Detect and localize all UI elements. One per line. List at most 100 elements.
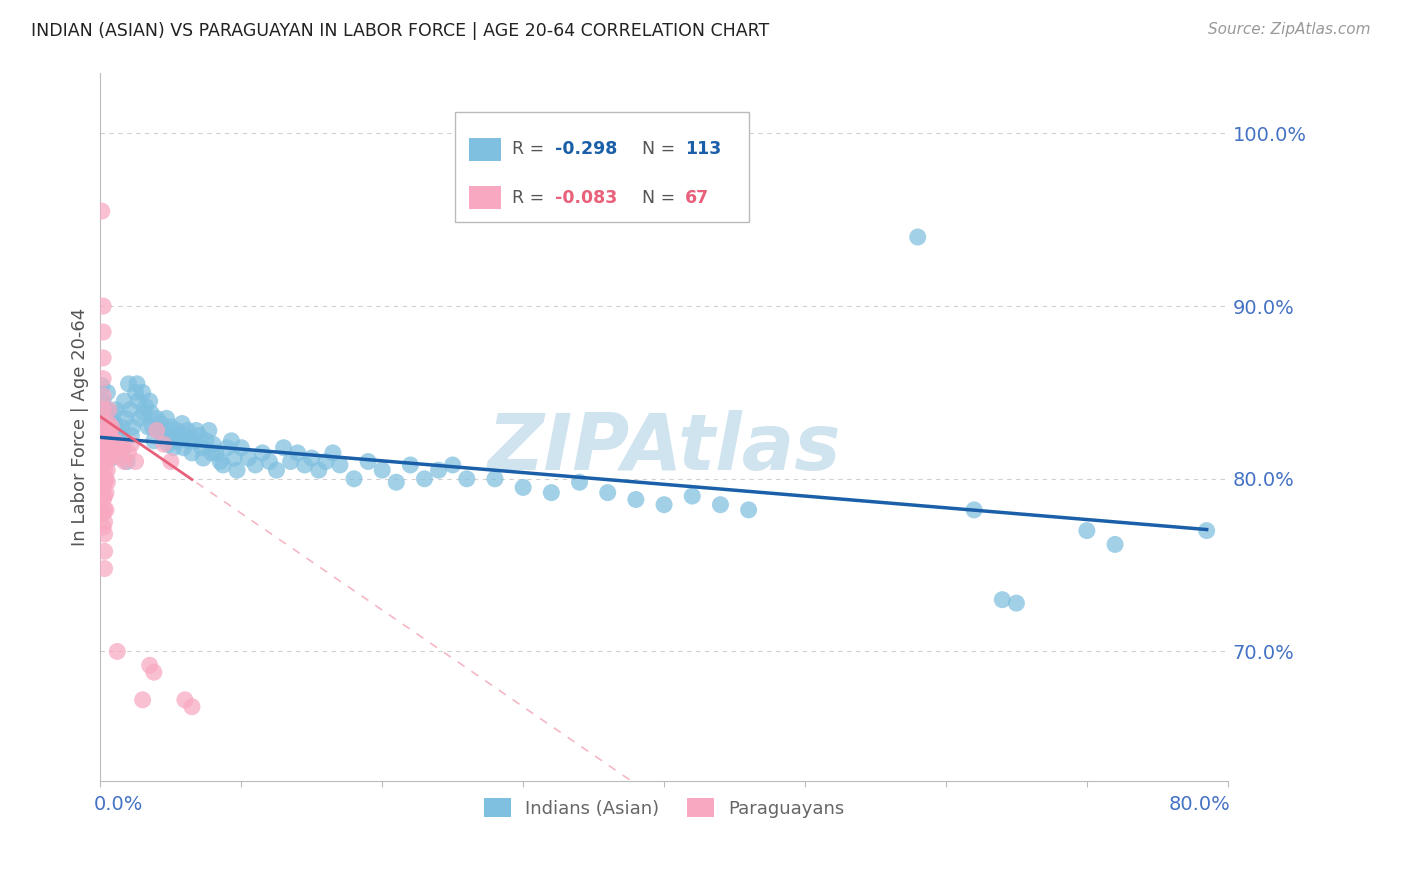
Point bbox=[131, 693, 153, 707]
Point bbox=[160, 428, 183, 442]
Point bbox=[91, 454, 114, 468]
Point bbox=[217, 441, 239, 455]
Point bbox=[245, 458, 267, 472]
Point bbox=[103, 434, 125, 448]
Point bbox=[91, 432, 114, 446]
Point bbox=[238, 451, 260, 466]
Legend: Indians (Asian), Paraguayans: Indians (Asian), Paraguayans bbox=[477, 791, 852, 825]
Point bbox=[205, 446, 228, 460]
Point bbox=[186, 424, 208, 438]
Point bbox=[94, 402, 117, 417]
Point bbox=[110, 420, 132, 434]
Point bbox=[155, 411, 177, 425]
Point bbox=[96, 385, 118, 400]
Point bbox=[456, 472, 478, 486]
Point bbox=[91, 428, 114, 442]
Point bbox=[512, 480, 534, 494]
Point bbox=[96, 451, 118, 466]
Point bbox=[357, 454, 380, 468]
Point bbox=[221, 434, 243, 448]
Point bbox=[287, 446, 309, 460]
Point bbox=[156, 437, 179, 451]
Point bbox=[173, 441, 195, 455]
Point bbox=[98, 451, 121, 466]
Point bbox=[97, 428, 120, 442]
Point bbox=[117, 376, 139, 391]
Point bbox=[132, 406, 155, 420]
Point bbox=[1195, 524, 1218, 538]
Point bbox=[159, 454, 181, 468]
Point bbox=[1076, 524, 1098, 538]
Point bbox=[91, 389, 114, 403]
Point bbox=[159, 420, 181, 434]
Point bbox=[105, 424, 128, 438]
Point bbox=[94, 503, 117, 517]
Point bbox=[280, 454, 302, 468]
Point bbox=[97, 434, 120, 448]
Point bbox=[108, 428, 131, 442]
Point bbox=[94, 428, 117, 442]
Point bbox=[100, 424, 122, 438]
FancyBboxPatch shape bbox=[470, 138, 502, 161]
Point bbox=[681, 489, 703, 503]
Point bbox=[91, 506, 114, 520]
Point bbox=[107, 446, 129, 460]
Point bbox=[104, 437, 127, 451]
Point bbox=[110, 451, 132, 466]
Point bbox=[128, 411, 150, 425]
Point bbox=[94, 441, 117, 455]
Point bbox=[179, 434, 201, 448]
Point bbox=[149, 417, 172, 431]
Point bbox=[138, 394, 160, 409]
Point bbox=[101, 441, 124, 455]
Point bbox=[96, 463, 118, 477]
Point bbox=[94, 454, 117, 468]
Point bbox=[94, 472, 117, 486]
Point bbox=[124, 454, 146, 468]
Point bbox=[93, 451, 115, 466]
Point bbox=[212, 458, 235, 472]
Text: N =: N = bbox=[631, 188, 681, 207]
Point bbox=[93, 544, 115, 558]
Point bbox=[131, 385, 153, 400]
Point bbox=[1104, 537, 1126, 551]
Point bbox=[329, 458, 352, 472]
Point bbox=[100, 420, 122, 434]
Point bbox=[98, 437, 121, 451]
Point bbox=[90, 204, 112, 219]
Point bbox=[165, 424, 187, 438]
Point bbox=[117, 446, 139, 460]
Point bbox=[709, 498, 731, 512]
Point bbox=[134, 399, 156, 413]
Text: 0.0%: 0.0% bbox=[93, 795, 142, 814]
Point bbox=[93, 451, 115, 466]
Point bbox=[201, 446, 224, 460]
Point bbox=[441, 458, 464, 472]
Point bbox=[120, 437, 142, 451]
Text: 113: 113 bbox=[685, 140, 721, 158]
FancyBboxPatch shape bbox=[456, 112, 748, 222]
Point bbox=[107, 437, 129, 451]
Point bbox=[91, 394, 114, 409]
Point bbox=[231, 441, 253, 455]
Text: INDIAN (ASIAN) VS PARAGUAYAN IN LABOR FORCE | AGE 20-64 CORRELATION CHART: INDIAN (ASIAN) VS PARAGUAYAN IN LABOR FO… bbox=[31, 22, 769, 40]
Point bbox=[193, 451, 215, 466]
Text: -0.083: -0.083 bbox=[555, 188, 617, 207]
Point bbox=[195, 434, 218, 448]
Point bbox=[91, 480, 114, 494]
Point bbox=[98, 424, 121, 438]
Point bbox=[174, 428, 197, 442]
Point bbox=[91, 351, 114, 365]
Point bbox=[191, 441, 214, 455]
Point bbox=[93, 489, 115, 503]
Point bbox=[93, 437, 115, 451]
FancyBboxPatch shape bbox=[470, 186, 502, 209]
Point bbox=[124, 385, 146, 400]
Point bbox=[266, 463, 288, 477]
Point bbox=[104, 437, 127, 451]
Point bbox=[91, 325, 114, 339]
Point bbox=[150, 428, 173, 442]
Point bbox=[97, 417, 120, 431]
Point bbox=[142, 434, 165, 448]
Point bbox=[105, 644, 128, 658]
